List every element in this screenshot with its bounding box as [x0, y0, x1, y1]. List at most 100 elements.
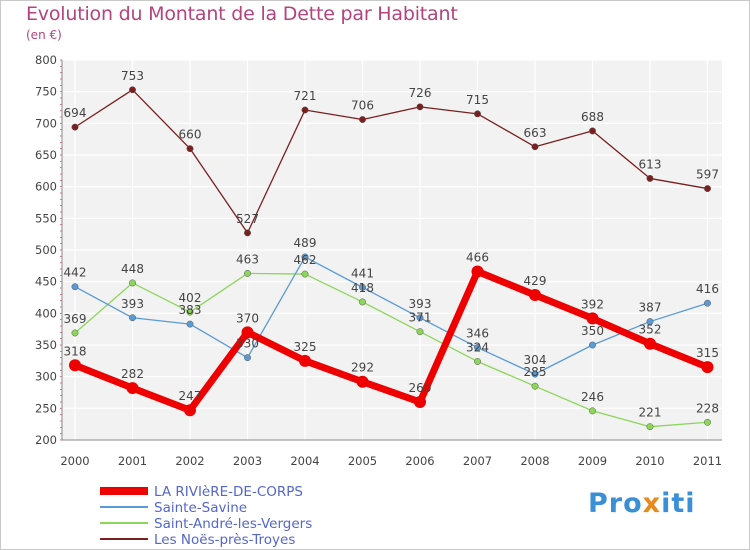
- series-3-point: [704, 418, 711, 426]
- legend-label-3: Saint-André-les-Vergers: [154, 516, 312, 532]
- series-1-point: [241, 326, 254, 339]
- y-tick-label: 450: [35, 275, 57, 289]
- y-tick-label: 750: [35, 85, 57, 99]
- legend-label-1: LA RIVIèRE-DE-CORPS: [154, 484, 303, 500]
- series-3-point: [129, 279, 136, 287]
- data-label: 387: [639, 301, 662, 315]
- y-tick-label: 300: [35, 370, 57, 384]
- series-1-point: [126, 382, 139, 395]
- series-4-point: [71, 123, 79, 131]
- data-label: 371: [409, 311, 432, 325]
- data-label: 383: [179, 303, 202, 317]
- data-label: 429: [524, 274, 547, 288]
- series-3-point: [244, 269, 251, 277]
- series-2-point: [531, 370, 539, 378]
- series-2-point: [129, 314, 136, 322]
- y-tick-label: 500: [35, 243, 57, 257]
- data-label: 346: [466, 327, 489, 341]
- data-label: 369: [64, 312, 87, 326]
- series-2-point: [474, 344, 481, 351]
- data-label: 370: [236, 311, 259, 325]
- proxiti-logo: Proxiti: [588, 488, 696, 519]
- legend-label-4: Les Noës-près-Troyes: [154, 532, 295, 548]
- x-tick-label: 2003: [233, 454, 262, 468]
- data-label: 663: [524, 126, 547, 140]
- data-label: 441: [351, 266, 374, 280]
- x-tick-label: 2007: [463, 454, 492, 468]
- series-4-point: [704, 185, 711, 193]
- x-tick-label: 2011: [693, 454, 722, 468]
- data-label: 462: [294, 253, 317, 267]
- series-4-point: [646, 174, 654, 182]
- x-tick-label: 2006: [405, 454, 434, 468]
- data-label: 706: [351, 99, 374, 113]
- series-1-point: [299, 354, 311, 367]
- data-label: 282: [121, 367, 144, 381]
- x-tick-label: 2001: [118, 454, 147, 468]
- series-2-point: [301, 253, 309, 261]
- y-tick-label: 550: [35, 211, 57, 225]
- y-tick-label: 700: [35, 116, 57, 130]
- series-1-point: [69, 359, 81, 372]
- data-label: 325: [294, 340, 317, 354]
- data-label: 721: [294, 89, 317, 103]
- data-label: 715: [466, 93, 489, 107]
- y-tick-label: 250: [35, 401, 57, 415]
- data-label: 613: [639, 157, 662, 171]
- data-label: 466: [466, 251, 489, 265]
- data-label: 350: [581, 324, 604, 338]
- data-label: 660: [179, 128, 202, 142]
- y-tick-label: 350: [35, 338, 57, 352]
- data-label: 260: [409, 381, 432, 395]
- data-label: 489: [294, 236, 317, 250]
- data-label: 463: [236, 252, 259, 266]
- data-label: 416: [696, 282, 719, 296]
- series-3-point: [186, 308, 194, 316]
- series-3-point: [531, 382, 539, 390]
- y-tick-label: 650: [35, 148, 57, 162]
- data-label: 753: [121, 69, 144, 83]
- data-label: 393: [409, 297, 432, 311]
- series-1-point: [644, 337, 656, 350]
- series-4-point: [244, 229, 251, 237]
- data-label: 330: [236, 337, 259, 351]
- series-1-point: [414, 396, 426, 408]
- series-1-point: [356, 375, 369, 388]
- data-label: 418: [351, 281, 374, 295]
- series-4-point: [186, 145, 194, 153]
- series-3-point: [646, 423, 654, 431]
- data-label: 292: [351, 361, 374, 375]
- data-label: 726: [409, 86, 432, 100]
- series-1-point: [529, 288, 541, 301]
- data-label: 352: [639, 323, 662, 337]
- series-line-2: [74, 256, 708, 375]
- x-tick-label: 2009: [578, 454, 607, 468]
- x-tick-label: 2004: [290, 454, 319, 468]
- series-2-point: [359, 283, 366, 291]
- series-3-point: [416, 328, 424, 336]
- series-line-3: [74, 272, 708, 428]
- logo-part-1: Pro: [588, 488, 643, 519]
- series-4-point: [301, 106, 309, 114]
- y-tick-label: 200: [35, 433, 57, 447]
- data-label: 442: [64, 266, 87, 280]
- series-line-4: [74, 89, 708, 234]
- y-tick-label: 600: [35, 180, 57, 194]
- logo-part-2: x: [642, 488, 662, 519]
- data-label: 448: [121, 262, 144, 276]
- series-2-point: [71, 283, 79, 291]
- x-tick-label: 2002: [175, 454, 204, 468]
- series-2-point: [186, 320, 194, 328]
- series-3-point: [359, 298, 366, 306]
- series-1-point: [471, 265, 484, 278]
- series-line-1: [73, 268, 709, 414]
- series-1-point: [184, 404, 196, 417]
- data-label: 247: [179, 389, 202, 403]
- data-label: 221: [639, 406, 662, 420]
- series-4-point: [129, 86, 136, 94]
- series-1-point: [586, 312, 599, 325]
- x-tick-label: 2005: [348, 454, 377, 468]
- series-2-point: [646, 318, 654, 326]
- series-4-point: [416, 103, 424, 111]
